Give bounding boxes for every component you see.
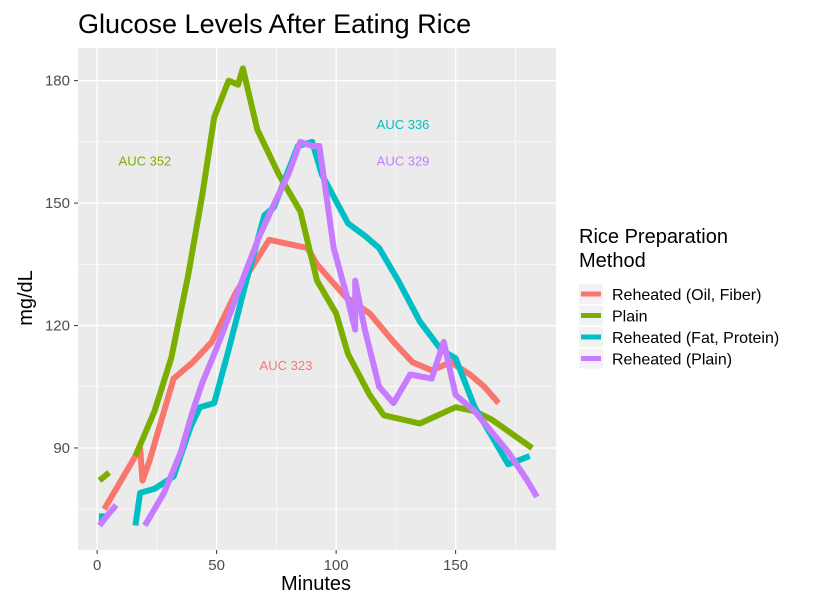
y-tick-label: 120 xyxy=(45,318,70,335)
series-line-2 xyxy=(132,65,534,458)
auc-label: AUC 329 xyxy=(377,154,430,169)
x-tick-label: 100 xyxy=(324,557,349,574)
legend-item-label: Reheated (Plain) xyxy=(612,352,732,369)
y-tick-label: 180 xyxy=(45,73,70,90)
x-tick-label: 50 xyxy=(208,557,225,574)
series-lines xyxy=(97,65,540,528)
x-tick-label: 0 xyxy=(93,557,101,574)
series-line-2 xyxy=(97,470,112,483)
chart-title: Glucose Levels After Eating Rice xyxy=(78,9,471,39)
auc-label: AUC 336 xyxy=(377,117,430,132)
x-axis-title: Minutes xyxy=(281,573,351,595)
series-line-4 xyxy=(142,138,540,528)
legend-item-label: Reheated (Oil, Fiber) xyxy=(612,287,761,304)
auc-annotations: AUC 352 AUC 336 AUC 329 AUC 323 xyxy=(119,117,430,373)
y-axis-title: mg/dL xyxy=(15,270,37,326)
legend-title: Method xyxy=(579,250,646,272)
series-line-4 xyxy=(97,503,119,528)
axes: 0 50 100 150 90 120 150 180 xyxy=(45,73,468,574)
auc-label: AUC 352 xyxy=(119,154,172,169)
y-tick-label: 150 xyxy=(45,195,70,212)
y-tick-label: 90 xyxy=(53,440,70,457)
legend-item-label: Plain xyxy=(612,309,648,326)
auc-label: AUC 323 xyxy=(260,358,313,373)
legend-title: Rice Preparation xyxy=(579,226,728,248)
legend-item-label: Reheated (Fat, Protein) xyxy=(612,330,779,347)
plot-panel xyxy=(78,48,556,550)
x-tick-label: 150 xyxy=(443,557,468,574)
